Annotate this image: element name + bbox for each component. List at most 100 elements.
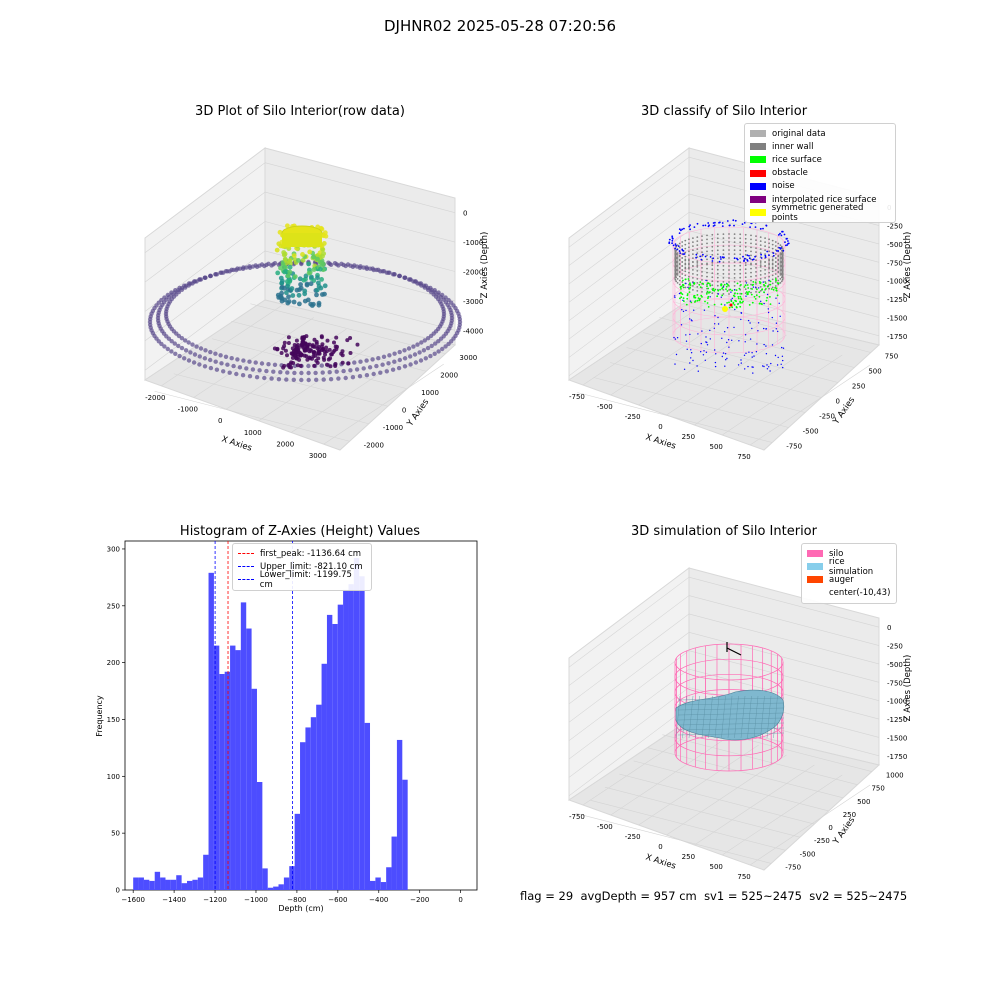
rice-point <box>775 289 778 292</box>
wall-point <box>696 266 699 268</box>
rice-point <box>706 285 708 288</box>
grid-line <box>722 774 843 856</box>
data-point <box>311 351 316 356</box>
legend-label: Lower_limit: -1199.75 cm <box>259 569 352 590</box>
histogram-bar <box>192 879 198 890</box>
wall-point <box>722 285 725 287</box>
data-point <box>285 353 289 358</box>
rice-point <box>693 294 696 297</box>
wall-point <box>701 263 703 265</box>
wall-point <box>681 245 684 247</box>
wall-point <box>780 261 783 264</box>
data-point <box>370 266 375 271</box>
data-point <box>308 281 314 287</box>
data-point <box>325 362 329 367</box>
rice-point <box>732 302 735 305</box>
data-point <box>188 350 193 355</box>
y-tick-label: 250 <box>843 811 856 819</box>
grid-line <box>610 734 731 816</box>
data-point <box>408 354 413 359</box>
data-point <box>297 301 302 307</box>
wall-point <box>755 263 757 265</box>
y-tick-label: 500 <box>868 368 881 376</box>
wall-point <box>716 280 719 283</box>
grid-line <box>568 193 690 285</box>
legend-label: auger <box>829 574 854 585</box>
rice-point <box>682 297 685 299</box>
mesh-line <box>747 695 752 739</box>
data-point <box>316 302 322 308</box>
wall-point <box>759 262 762 264</box>
noise-point <box>692 359 694 362</box>
data-point <box>319 335 324 340</box>
wall-point <box>777 254 780 257</box>
simulation-ylabel: Y Axies <box>831 815 858 847</box>
rice-point <box>769 280 772 283</box>
data-point <box>300 341 305 346</box>
wall-point <box>771 263 774 266</box>
rice-point <box>740 284 742 286</box>
noise-point <box>715 353 717 355</box>
wall-point <box>711 280 714 283</box>
grid-line <box>666 754 787 836</box>
grid-line <box>688 267 880 318</box>
noise-point <box>724 304 726 306</box>
wall-point <box>759 278 762 280</box>
noise-point <box>757 322 760 324</box>
data-point <box>173 288 178 293</box>
wall-point <box>692 285 694 287</box>
wall-point <box>744 264 747 267</box>
histogram-bar <box>316 704 322 890</box>
data-point <box>326 260 331 265</box>
noise-point <box>760 253 762 256</box>
histogram-bar <box>375 877 381 890</box>
legend-label: interpolated rice surface <box>772 194 877 205</box>
wall-point <box>739 253 742 256</box>
data-point <box>306 370 311 376</box>
rice-point <box>706 290 709 293</box>
rice-point <box>700 294 703 297</box>
rice-point <box>775 279 777 282</box>
noise-point <box>755 286 757 288</box>
x-tick-label: −1200 <box>203 896 227 904</box>
data-point <box>264 368 269 374</box>
wall-point <box>759 266 762 268</box>
mesh-line <box>727 695 733 739</box>
data-point <box>381 354 387 359</box>
data-point <box>241 358 246 363</box>
y-tick-label: 0 <box>402 406 406 414</box>
wall-point <box>764 241 766 244</box>
data-point <box>308 347 313 352</box>
wall-point <box>779 260 782 262</box>
wall-point <box>688 262 690 265</box>
data-point <box>165 292 170 298</box>
rice-point <box>750 293 753 296</box>
data-point <box>169 349 174 354</box>
wall-point <box>675 249 678 252</box>
wall-point <box>781 275 784 278</box>
rice-point <box>685 303 688 306</box>
histogram-bar <box>337 604 344 890</box>
rice-point <box>751 284 754 286</box>
noise-point <box>740 362 742 364</box>
rice-point <box>738 287 741 290</box>
noise-point <box>679 252 682 255</box>
data-point <box>235 357 240 362</box>
data-point <box>237 266 243 271</box>
wall-point <box>674 259 677 262</box>
wall-point <box>701 255 703 257</box>
noise-point <box>682 310 685 313</box>
data-point <box>345 262 351 267</box>
y-tick-label: 250 <box>852 383 865 391</box>
data-point <box>298 282 303 287</box>
flag-value: flag = 29 <box>520 889 574 903</box>
data-point <box>306 261 311 267</box>
rice-point <box>743 286 746 288</box>
noise-point <box>682 253 685 256</box>
rice-point <box>727 284 730 286</box>
wall-point <box>722 269 725 271</box>
noise-point <box>754 226 757 229</box>
rice-point <box>758 302 761 305</box>
wall-point <box>684 239 687 242</box>
y-tick-label: -250 <box>814 837 830 845</box>
